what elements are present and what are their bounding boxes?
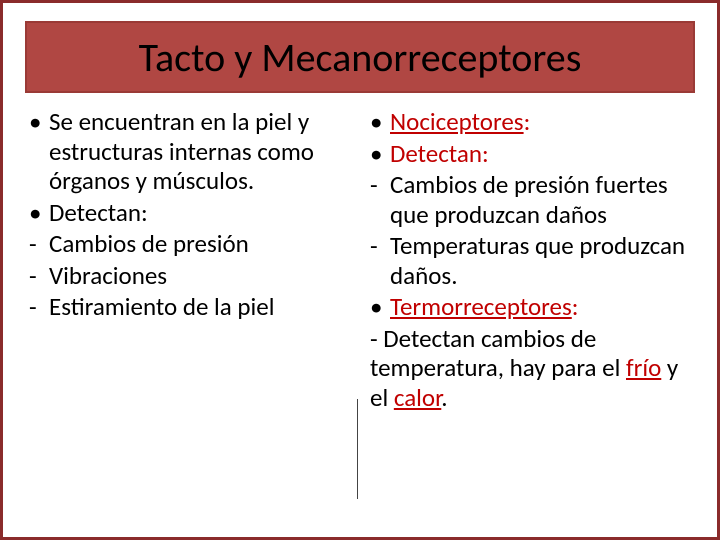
left-list: Se encuentran en la piel y estructuras i…	[25, 107, 354, 322]
frio-term: frío	[626, 352, 661, 383]
right-item-5: Termorreceptores:	[366, 292, 695, 322]
title-bar: Tacto y Mecanorreceptores	[25, 21, 695, 93]
right-item-2: Detectan:	[366, 139, 695, 169]
left-column: Se encuentran en la piel y estructuras i…	[25, 107, 360, 414]
left-item-3: Cambios de presión	[25, 229, 354, 259]
right-item-1: Nociceptores:	[366, 107, 695, 137]
nociceptores-colon: :	[524, 106, 531, 137]
slide-frame: Tacto y Mecanorreceptores Se encuentran …	[0, 0, 720, 540]
right-column: Nociceptores: Detectan: Cambios de presi…	[360, 107, 695, 414]
right-item-4: Temperaturas que produzcan daños.	[366, 231, 695, 290]
right-item-3: Cambios de presión fuertes que produzcan…	[366, 170, 695, 229]
left-item-2: Detectan:	[25, 198, 354, 228]
nociceptores-term: Nociceptores	[390, 106, 524, 137]
detectan-label: Detectan:	[390, 138, 489, 169]
slide-title: Tacto y Mecanorreceptores	[139, 33, 582, 82]
termorreceptores-term: Termorreceptores	[390, 291, 572, 322]
right-item-6: - Detectan cambios de temperatura, hay p…	[366, 324, 695, 413]
calor-term: calor	[394, 382, 441, 413]
left-item-4: Vibraciones	[25, 261, 354, 291]
item6-suffix: .	[441, 382, 447, 413]
right-list: Nociceptores: Detectan: Cambios de presi…	[366, 107, 695, 412]
left-item-5: Estiramiento de la piel	[25, 292, 354, 322]
left-item-1: Se encuentran en la piel y estructuras i…	[25, 107, 354, 196]
item6-prefix: - Detectan cambios de temperatura, hay p…	[370, 323, 626, 384]
termorreceptores-colon: :	[572, 291, 579, 322]
content-columns: Se encuentran en la piel y estructuras i…	[25, 107, 695, 414]
